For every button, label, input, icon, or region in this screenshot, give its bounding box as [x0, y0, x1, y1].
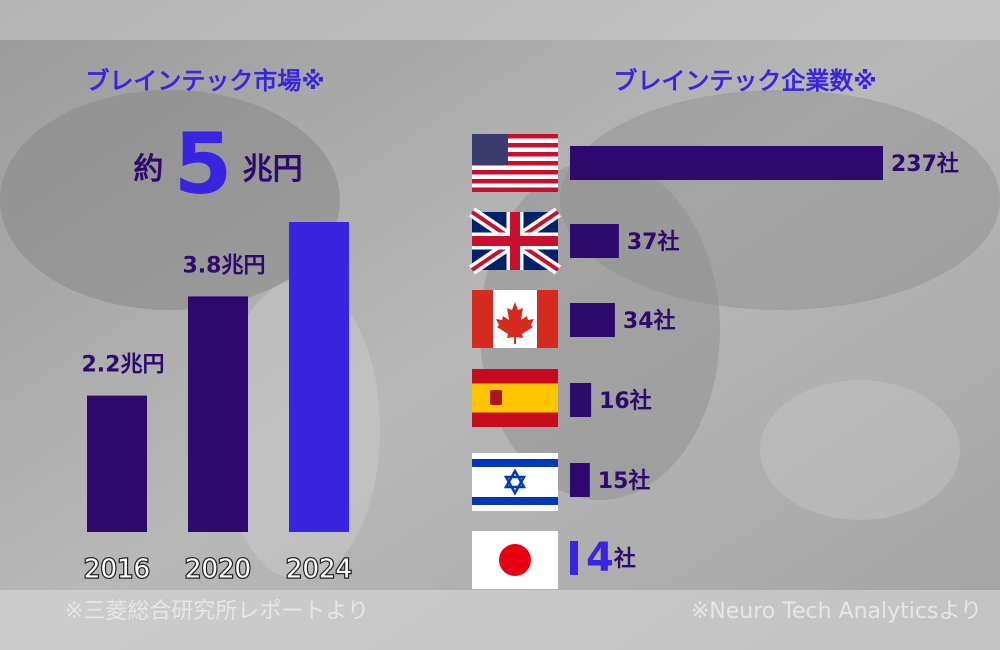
value-label: 3.8兆円 — [183, 253, 266, 278]
headline-label: 約 5 兆円 — [133, 115, 302, 213]
flags — [468, 134, 562, 589]
value-label: 237社 — [891, 151, 959, 177]
value-label: 16社 — [599, 388, 652, 414]
chart-title: ブレインテック企業数※ — [613, 67, 876, 95]
bar — [188, 296, 248, 532]
source-note: ※三菱総合研究所レポートより — [65, 599, 369, 624]
flag-uk — [468, 207, 562, 275]
flag-us — [472, 134, 558, 192]
value-label: 4社 — [586, 535, 636, 581]
value-label: 34社 — [623, 308, 676, 334]
bar — [87, 395, 147, 532]
flag-japan — [472, 531, 558, 589]
bar — [570, 383, 592, 417]
bar — [570, 541, 578, 575]
source-note: ※Neuro Tech Analyticsより — [691, 599, 982, 624]
flag-israel — [472, 453, 558, 511]
value-label: 37社 — [627, 229, 680, 255]
chart-title: ブレインテック市場※ — [85, 67, 324, 95]
value-label: 15社 — [598, 468, 651, 494]
bar — [570, 224, 619, 258]
value-label: 2.2兆円 — [82, 353, 165, 378]
x-tick-label: 2020 — [185, 555, 251, 585]
flag-canada — [472, 290, 558, 348]
bar — [570, 303, 615, 337]
bar — [289, 222, 349, 532]
flag-spain — [472, 369, 558, 427]
bar — [570, 463, 590, 497]
x-tick-label: 2016 — [84, 555, 150, 585]
x-tick-label: 2024 — [286, 555, 352, 585]
bar — [570, 146, 883, 180]
